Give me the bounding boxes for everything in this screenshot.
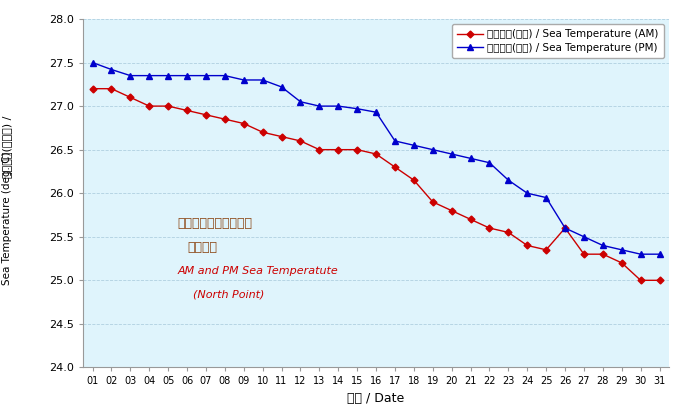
海水溫度(下午) / Sea Temperature (PM): [542, 195, 550, 200]
海水溫度(下午) / Sea Temperature (PM): [259, 77, 267, 82]
Text: 上午及下午的海水溫度: 上午及下午的海水溫度: [178, 217, 252, 230]
海水溫度(下午) / Sea Temperature (PM): [466, 156, 475, 161]
海水溫度(下午) / Sea Temperature (PM): [410, 143, 418, 148]
海水溫度(下午) / Sea Temperature (PM): [145, 73, 153, 78]
海水溫度(下午) / Sea Temperature (PM): [523, 191, 531, 196]
海水溫度(下午) / Sea Temperature (PM): [391, 139, 399, 144]
海水溫度(下午) / Sea Temperature (PM): [88, 60, 96, 65]
海水溫度(下午) / Sea Temperature (PM): [164, 73, 172, 78]
海水溫度(下午) / Sea Temperature (PM): [637, 252, 645, 257]
Legend: 海水溫度(上午) / Sea Temperature (AM), 海水溫度(下午) / Sea Temperature (PM): 海水溫度(上午) / Sea Temperature (AM), 海水溫度(下午…: [452, 24, 663, 58]
海水溫度(上午) / Sea Temperature (AM): [88, 86, 96, 91]
Line: 海水溫度(下午) / Sea Temperature (PM): 海水溫度(下午) / Sea Temperature (PM): [89, 59, 663, 257]
海水溫度(上午) / Sea Temperature (AM): [618, 260, 626, 265]
海水溫度(下午) / Sea Temperature (PM): [183, 73, 191, 78]
Text: (North Point): (North Point): [193, 289, 264, 299]
海水溫度(上午) / Sea Temperature (AM): [259, 130, 267, 135]
海水溫度(上午) / Sea Temperature (AM): [296, 139, 304, 144]
海水溫度(上午) / Sea Temperature (AM): [145, 104, 153, 109]
海水溫度(下午) / Sea Temperature (PM): [504, 178, 512, 183]
海水溫度(下午) / Sea Temperature (PM): [315, 104, 324, 109]
Text: Sea Temperature (deg. C): Sea Temperature (deg. C): [2, 152, 12, 285]
海水溫度(上午) / Sea Temperature (AM): [239, 121, 248, 126]
海水溫度(下午) / Sea Temperature (PM): [598, 243, 607, 248]
海水溫度(下午) / Sea Temperature (PM): [202, 73, 210, 78]
海水溫度(下午) / Sea Temperature (PM): [127, 73, 135, 78]
海水溫度(下午) / Sea Temperature (PM): [580, 234, 588, 239]
海水溫度(上午) / Sea Temperature (AM): [523, 243, 531, 248]
海水溫度(下午) / Sea Temperature (PM): [334, 104, 343, 109]
海水溫度(下午) / Sea Temperature (PM): [372, 110, 380, 115]
海水溫度(下午) / Sea Temperature (PM): [655, 252, 663, 257]
海水溫度(下午) / Sea Temperature (PM): [486, 160, 494, 165]
海水溫度(上午) / Sea Temperature (AM): [504, 230, 512, 235]
海水溫度(上午) / Sea Temperature (AM): [486, 226, 494, 231]
海水溫度(上午) / Sea Temperature (AM): [221, 117, 229, 122]
海水溫度(上午) / Sea Temperature (AM): [466, 217, 475, 222]
海水溫度(上午) / Sea Temperature (AM): [429, 200, 437, 205]
海水溫度(下午) / Sea Temperature (PM): [221, 73, 229, 78]
海水溫度(上午) / Sea Temperature (AM): [542, 247, 550, 252]
海水溫度(上午) / Sea Temperature (AM): [315, 147, 324, 152]
海水溫度(上午) / Sea Temperature (AM): [447, 208, 456, 213]
海水溫度(上午) / Sea Temperature (AM): [183, 108, 191, 113]
海水溫度(上午) / Sea Temperature (AM): [127, 95, 135, 100]
Text: 海水溫度(攝氏度) /: 海水溫度(攝氏度) /: [2, 116, 12, 178]
海水溫度(上午) / Sea Temperature (AM): [410, 178, 418, 183]
海水溫度(上午) / Sea Temperature (AM): [561, 226, 569, 231]
海水溫度(上午) / Sea Temperature (AM): [107, 86, 116, 91]
海水溫度(上午) / Sea Temperature (AM): [334, 147, 343, 152]
海水溫度(下午) / Sea Temperature (PM): [296, 99, 304, 104]
海水溫度(下午) / Sea Temperature (PM): [561, 226, 569, 231]
海水溫度(上午) / Sea Temperature (AM): [372, 152, 380, 157]
海水溫度(上午) / Sea Temperature (AM): [202, 112, 210, 117]
海水溫度(上午) / Sea Temperature (AM): [278, 134, 286, 139]
X-axis label: 日期 / Date: 日期 / Date: [347, 392, 405, 405]
海水溫度(下午) / Sea Temperature (PM): [107, 67, 116, 72]
海水溫度(下午) / Sea Temperature (PM): [429, 147, 437, 152]
海水溫度(上午) / Sea Temperature (AM): [598, 252, 607, 257]
海水溫度(上午) / Sea Temperature (AM): [580, 252, 588, 257]
海水溫度(上午) / Sea Temperature (AM): [655, 278, 663, 283]
海水溫度(下午) / Sea Temperature (PM): [618, 247, 626, 252]
海水溫度(下午) / Sea Temperature (PM): [278, 84, 286, 89]
海水溫度(下午) / Sea Temperature (PM): [353, 106, 361, 111]
海水溫度(上午) / Sea Temperature (AM): [353, 147, 361, 152]
海水溫度(下午) / Sea Temperature (PM): [239, 77, 248, 82]
Line: 海水溫度(上午) / Sea Temperature (AM): 海水溫度(上午) / Sea Temperature (AM): [90, 86, 662, 283]
Text: AM and PM Sea Temperatute: AM and PM Sea Temperatute: [178, 266, 339, 276]
海水溫度(下午) / Sea Temperature (PM): [447, 152, 456, 157]
Text: （北角）: （北角）: [187, 241, 217, 254]
海水溫度(上午) / Sea Temperature (AM): [391, 165, 399, 170]
海水溫度(上午) / Sea Temperature (AM): [637, 278, 645, 283]
海水溫度(上午) / Sea Temperature (AM): [164, 104, 172, 109]
